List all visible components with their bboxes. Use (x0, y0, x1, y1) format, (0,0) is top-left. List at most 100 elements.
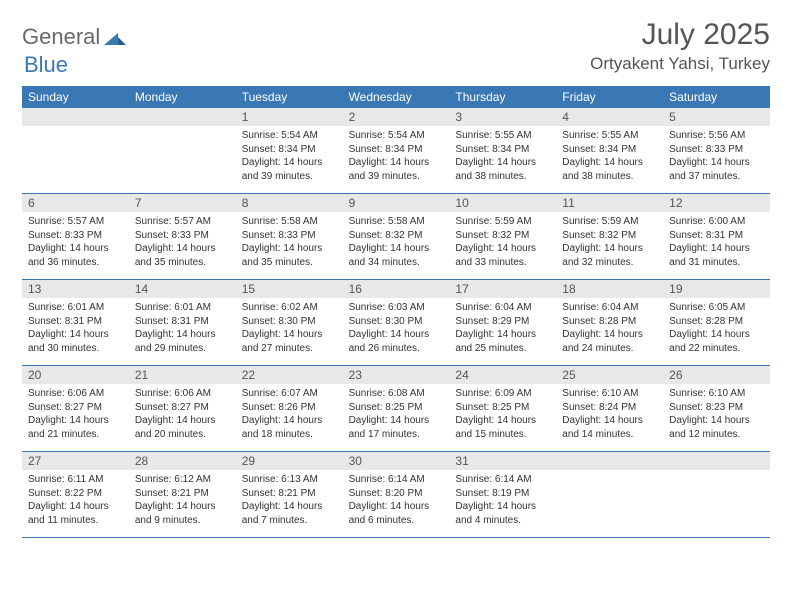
day-cell: 13Sunrise: 6:01 AMSunset: 8:31 PMDayligh… (22, 280, 129, 366)
day-number: 13 (22, 280, 129, 298)
day-content: Sunrise: 5:54 AMSunset: 8:34 PMDaylight:… (343, 126, 450, 189)
day-content: Sunrise: 5:57 AMSunset: 8:33 PMDaylight:… (129, 212, 236, 275)
sunset-line: Sunset: 8:20 PM (349, 487, 444, 501)
sunrise-line: Sunrise: 6:06 AM (28, 387, 123, 401)
sunrise-line: Sunrise: 6:02 AM (242, 301, 337, 315)
day-number-blank (556, 452, 663, 470)
day-number: 4 (556, 108, 663, 126)
day-cell: 23 Sunrise: 6:08 AMSunset: 8:25 PMDayligh… (343, 366, 450, 452)
sunset-line: Sunset: 8:21 PM (242, 487, 337, 501)
sunrise-line: Sunrise: 5:58 AM (349, 215, 444, 229)
sunset-line: Sunset: 8:31 PM (669, 229, 764, 243)
daylight-line: Daylight: 14 hours and 4 minutes. (455, 500, 550, 527)
logo-text-blue: Blue (24, 52, 68, 77)
sunrise-line: Sunrise: 5:55 AM (562, 129, 657, 143)
day-number: 25 (556, 366, 663, 384)
day-number: 23 (343, 366, 450, 384)
sunset-line: Sunset: 8:25 PM (349, 401, 444, 415)
day-number: 27 (22, 452, 129, 470)
sunrise-line: Sunrise: 5:57 AM (135, 215, 230, 229)
daylight-line: Daylight: 14 hours and 33 minutes. (455, 242, 550, 269)
daylight-line: Daylight: 14 hours and 34 minutes. (349, 242, 444, 269)
daylight-line: Daylight: 14 hours and 38 minutes. (455, 156, 550, 183)
sunrise-line: Sunrise: 6:01 AM (28, 301, 123, 315)
day-number: 12 (663, 194, 770, 212)
sunset-line: Sunset: 8:22 PM (28, 487, 123, 501)
day-cell: 19Sunrise: 6:05 AMSunset: 8:28 PMDayligh… (663, 280, 770, 366)
day-number: 10 (449, 194, 556, 212)
day-content: Sunrise: 6:04 AMSunset: 8:29 PMDaylight:… (449, 298, 556, 361)
sunrise-line: Sunrise: 6:12 AM (135, 473, 230, 487)
sunset-line: Sunset: 8:32 PM (455, 229, 550, 243)
day-header: Friday (556, 86, 663, 108)
day-cell: 27Sunrise: 6:11 AMSunset: 8:22 PMDayligh… (22, 452, 129, 538)
day-content: Sunrise: 6:07 AMSunset: 8:26 PMDaylight:… (236, 384, 343, 447)
sunset-line: Sunset: 8:26 PM (242, 401, 337, 415)
day-content: Sunrise: 6:10 AMSunset: 8:23 PMDaylight:… (663, 384, 770, 447)
calendar-grid: SundayMondayTuesdayWednesdayThursdayFrid… (22, 86, 770, 538)
day-number-blank (22, 108, 129, 126)
day-number: 29 (236, 452, 343, 470)
daylight-line: Daylight: 14 hours and 37 minutes. (669, 156, 764, 183)
sunrise-line: Sunrise: 6:08 AM (349, 387, 444, 401)
sunrise-line: Sunrise: 5:54 AM (242, 129, 337, 143)
empty-cell (22, 108, 129, 194)
day-number-blank (663, 452, 770, 470)
daylight-line: Daylight: 14 hours and 35 minutes. (242, 242, 337, 269)
daylight-line: Daylight: 14 hours and 39 minutes. (349, 156, 444, 183)
sunset-line: Sunset: 8:30 PM (349, 315, 444, 329)
day-number: 30 (343, 452, 450, 470)
sunset-line: Sunset: 8:21 PM (135, 487, 230, 501)
daylight-line: Daylight: 14 hours and 22 minutes. (669, 328, 764, 355)
sunset-line: Sunset: 8:34 PM (242, 143, 337, 157)
day-cell: 21Sunrise: 6:06 AMSunset: 8:27 PMDayligh… (129, 366, 236, 452)
sunrise-line: Sunrise: 6:07 AM (242, 387, 337, 401)
day-content: Sunrise: 6:09 AMSunset: 8:25 PMDaylight:… (449, 384, 556, 447)
empty-cell (129, 108, 236, 194)
daylight-line: Daylight: 14 hours and 24 minutes. (562, 328, 657, 355)
day-cell: 25Sunrise: 6:10 AMSunset: 8:24 PMDayligh… (556, 366, 663, 452)
day-cell: 8Sunrise: 5:58 AMSunset: 8:33 PMDaylight… (236, 194, 343, 280)
sunset-line: Sunset: 8:33 PM (669, 143, 764, 157)
sunset-line: Sunset: 8:31 PM (28, 315, 123, 329)
day-number: 19 (663, 280, 770, 298)
daylight-line: Daylight: 14 hours and 30 minutes. (28, 328, 123, 355)
day-cell: 31Sunrise: 6:14 AMSunset: 8:19 PMDayligh… (449, 452, 556, 538)
day-cell: 9Sunrise: 5:58 AMSunset: 8:32 PMDaylight… (343, 194, 450, 280)
sunrise-line: Sunrise: 6:00 AM (669, 215, 764, 229)
day-content: Sunrise: 6:05 AMSunset: 8:28 PMDaylight:… (663, 298, 770, 361)
day-number: 31 (449, 452, 556, 470)
daylight-line: Daylight: 14 hours and 27 minutes. (242, 328, 337, 355)
day-number: 14 (129, 280, 236, 298)
sunset-line: Sunset: 8:34 PM (349, 143, 444, 157)
day-cell: 22Sunrise: 6:07 AMSunset: 8:26 PMDayligh… (236, 366, 343, 452)
sunset-line: Sunset: 8:34 PM (455, 143, 550, 157)
day-number: 9 (343, 194, 450, 212)
day-content: Sunrise: 6:12 AMSunset: 8:21 PMDaylight:… (129, 470, 236, 533)
day-content: Sunrise: 5:54 AMSunset: 8:34 PMDaylight:… (236, 126, 343, 189)
daylight-line: Daylight: 14 hours and 14 minutes. (562, 414, 657, 441)
daylight-line: Daylight: 14 hours and 17 minutes. (349, 414, 444, 441)
sunrise-line: Sunrise: 5:55 AM (455, 129, 550, 143)
day-content: Sunrise: 6:02 AMSunset: 8:30 PMDaylight:… (236, 298, 343, 361)
daylight-line: Daylight: 14 hours and 15 minutes. (455, 414, 550, 441)
sunset-line: Sunset: 8:33 PM (242, 229, 337, 243)
day-number: 8 (236, 194, 343, 212)
daylight-line: Daylight: 14 hours and 39 minutes. (242, 156, 337, 183)
sunrise-line: Sunrise: 6:14 AM (455, 473, 550, 487)
day-number: 11 (556, 194, 663, 212)
day-content: Sunrise: 5:57 AMSunset: 8:33 PMDaylight:… (22, 212, 129, 275)
day-cell: 4Sunrise: 5:55 AMSunset: 8:34 PMDaylight… (556, 108, 663, 194)
daylight-line: Daylight: 14 hours and 12 minutes. (669, 414, 764, 441)
day-cell: 5Sunrise: 5:56 AMSunset: 8:33 PMDaylight… (663, 108, 770, 194)
day-content: Sunrise: 6:01 AMSunset: 8:31 PMDaylight:… (22, 298, 129, 361)
day-cell: 10Sunrise: 5:59 AMSunset: 8:32 PMDayligh… (449, 194, 556, 280)
day-cell: 17Sunrise: 6:04 AMSunset: 8:29 PMDayligh… (449, 280, 556, 366)
day-content: Sunrise: 5:59 AMSunset: 8:32 PMDaylight:… (449, 212, 556, 275)
sunrise-line: Sunrise: 6:04 AM (455, 301, 550, 315)
day-cell: 20Sunrise: 6:06 AMSunset: 8:27 PMDayligh… (22, 366, 129, 452)
day-number: 7 (129, 194, 236, 212)
sunrise-line: Sunrise: 6:04 AM (562, 301, 657, 315)
daylight-line: Daylight: 14 hours and 29 minutes. (135, 328, 230, 355)
day-content: Sunrise: 5:59 AMSunset: 8:32 PMDaylight:… (556, 212, 663, 275)
